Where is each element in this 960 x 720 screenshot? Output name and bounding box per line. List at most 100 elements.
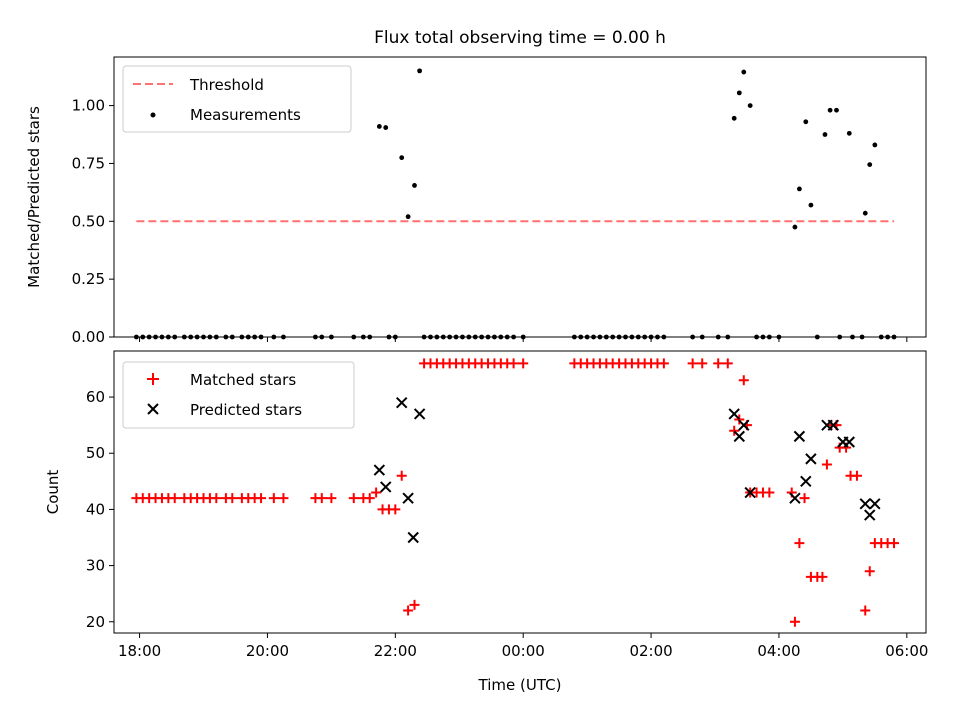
matched-stars-point [169, 493, 180, 504]
count-legend: Matched stars Predicted stars [122, 361, 355, 429]
matched-stars-point [734, 414, 745, 425]
measurements-point [399, 155, 405, 161]
y-tick-label: 50 [86, 444, 105, 462]
predicted-stars-point [733, 430, 746, 443]
y-tick-label: 30 [86, 557, 105, 575]
count-y-ticks: 20 30 40 50 60 [86, 388, 114, 631]
matched-stars-point [409, 599, 420, 610]
matched-stars-point [403, 605, 414, 616]
measurements-point [862, 210, 868, 216]
matched-stars-point [821, 459, 832, 470]
matched-stars-point [860, 605, 871, 616]
legend-predicted-label: Predicted stars [190, 401, 302, 419]
matched-stars-point [316, 493, 327, 504]
matched-stars-point [713, 358, 724, 369]
measurements-point [867, 162, 873, 168]
matched-stars-point [396, 470, 407, 481]
measurements-point [405, 214, 411, 220]
matched-stars-point [789, 616, 800, 627]
predicted-stars-point [859, 498, 871, 510]
ratio-y-ticks: 0.00 0.25 0.50 0.75 1.00 [72, 97, 114, 346]
legend-measurements-swatch [150, 112, 156, 118]
legend-predicted-swatch [147, 403, 159, 415]
matched-stars-point [371, 487, 382, 498]
measurements-point [376, 124, 382, 129]
measurements-point [731, 115, 737, 121]
predicted-stars-point [864, 509, 876, 521]
x-tick-label: 04:00 [757, 642, 800, 660]
matched-stars-point [268, 493, 279, 504]
x-tick-label: 18:00 [118, 642, 161, 660]
measurements-point [412, 183, 417, 188]
measurements-point [872, 142, 878, 148]
y-tick-label: 40 [86, 500, 105, 518]
matched-stars-point [738, 375, 749, 386]
x-tick-label: 06:00 [885, 642, 928, 660]
predicted-stars-point [728, 408, 740, 420]
measurements-point [417, 68, 423, 74]
matched-stars-point [227, 493, 238, 504]
predicted-stars-point [805, 453, 817, 465]
count-plot-area [131, 358, 900, 627]
y-tick-label: 20 [86, 613, 105, 631]
y-tick-label: 0.50 [72, 212, 105, 230]
legend-matched-swatch [147, 373, 159, 385]
count-y-axis-label: Count [44, 470, 62, 515]
x-tick-label: 22:00 [374, 642, 417, 660]
chart-title: Flux total observing time = 0.00 h [374, 28, 666, 48]
count-x-ticks: 18:00 20:00 22:00 00:00 02:00 04:00 06:00 [118, 633, 928, 660]
matched-stars-point [794, 538, 805, 549]
matched-stars-point [889, 538, 900, 549]
matched-stars-point [278, 493, 289, 504]
predicted-stars-point [789, 492, 801, 504]
predicted-stars-point [827, 419, 839, 431]
predicted-stars-point [744, 486, 756, 499]
matched-stars-point [799, 493, 810, 504]
predicted-stars-point [380, 481, 392, 493]
legend-matched-label: Matched stars [190, 371, 296, 389]
matched-stars-point [722, 358, 733, 369]
ratio-axes-frame [113, 56, 927, 338]
measurements-point [834, 107, 839, 113]
matched-stars-point [658, 358, 669, 369]
matched-stars-point [764, 487, 775, 498]
legend-measurements-label: Measurements [190, 106, 301, 124]
matched-stars-point [508, 358, 519, 369]
matched-stars-point [390, 504, 401, 515]
ratio-x-ticks [139, 337, 908, 342]
measurements-point [797, 186, 802, 192]
measurements-point [846, 130, 852, 136]
y-tick-label: 0.75 [72, 154, 105, 172]
matched-stars-point [697, 358, 708, 369]
matched-stars-point [348, 493, 359, 504]
x-tick-label: 00:00 [502, 642, 545, 660]
ratio-legend: Threshold Measurements [122, 65, 352, 133]
measurements-point [808, 202, 814, 208]
legend-threshold-label: Threshold [189, 76, 264, 94]
matched-stars-point [729, 425, 740, 436]
predicted-stars-point [373, 464, 386, 476]
predicted-stars-point [413, 408, 426, 420]
y-tick-label: 1.00 [72, 97, 105, 115]
matched-stars-point [364, 493, 375, 504]
y-tick-label: 0.25 [72, 270, 105, 288]
predicted-stars-point [793, 430, 806, 443]
measurements-point [383, 125, 389, 130]
ratio-legend-box [122, 65, 352, 133]
x-tick-label: 20:00 [246, 642, 289, 660]
y-tick-label: 60 [86, 388, 105, 406]
ratio-panel: 0.00 0.25 0.50 0.75 1.00 Matched/Predicted s… [25, 56, 927, 346]
matched-stars-point [851, 470, 862, 481]
measurements-point [736, 90, 742, 96]
predicted-stars-point [396, 396, 408, 409]
count-legend-box [122, 361, 355, 429]
matched-stars-point [687, 358, 698, 369]
predicted-stars-point [407, 531, 419, 544]
measurements-point [792, 224, 798, 230]
x-axis-label: Time (UTC) [478, 676, 562, 694]
measurements-point [827, 107, 833, 113]
matched-stars-point [211, 493, 222, 504]
matched-stars-point [326, 493, 337, 504]
predicted-stars-point [402, 492, 414, 504]
x-tick-label: 02:00 [629, 642, 672, 660]
